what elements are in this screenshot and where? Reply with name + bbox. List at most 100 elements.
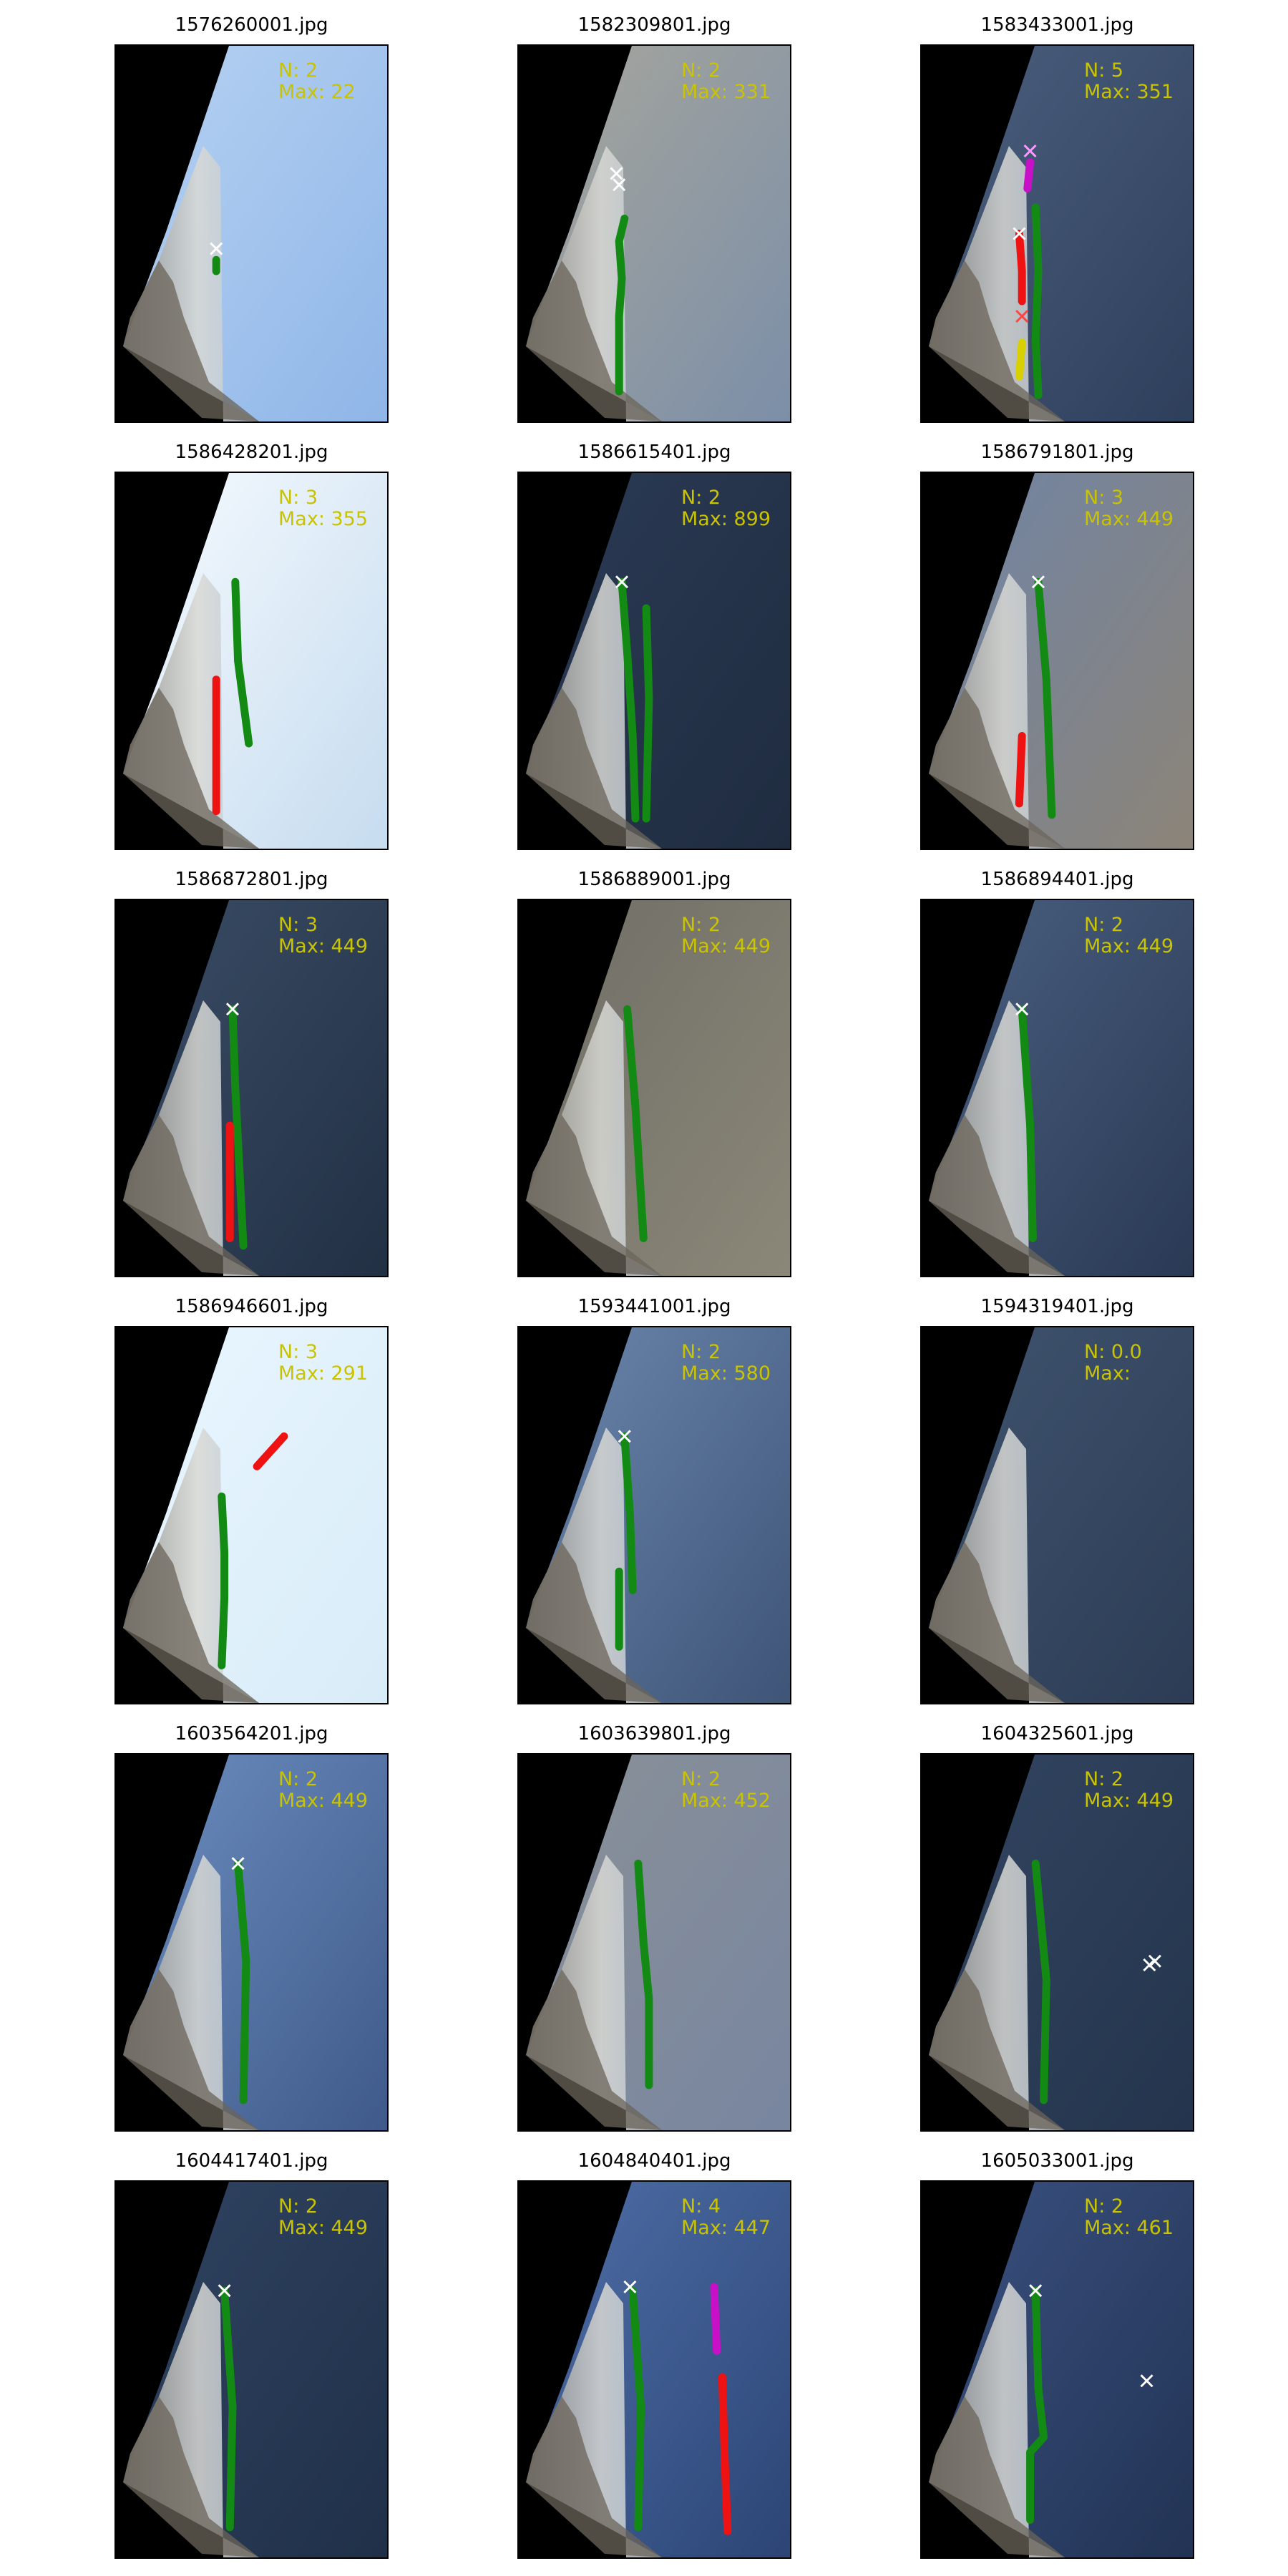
image-panel: N: 3 Max: 291 <box>114 1326 389 1704</box>
rock-region <box>929 2396 1065 2557</box>
max-label: Max: 461 <box>1084 2217 1174 2239</box>
max-label: Max: 355 <box>278 508 369 530</box>
rock-region <box>526 688 662 849</box>
image-cell: 1576260001.jpg N: 2 Max: 22 <box>114 14 389 426</box>
image-panel: N: 2 Max: 22 <box>114 44 389 423</box>
rectified-photo <box>519 1755 790 2130</box>
max-label: Max: 449 <box>1084 935 1174 957</box>
count-label: N: 2 <box>681 487 721 509</box>
image-filename: 1604325601.jpg <box>980 1723 1134 1745</box>
detected-line <box>1031 1859 1050 2104</box>
x-marker <box>1140 2374 1153 2388</box>
rectified-photo <box>922 46 1193 421</box>
rectified-photo <box>519 473 790 849</box>
detected-line <box>620 1432 637 1594</box>
count-label: N: 2 <box>1084 914 1124 936</box>
image-panel: N: 3 Max: 355 <box>114 472 389 850</box>
image-panel: N: 2 Max: 899 <box>517 472 791 850</box>
count-label: N: 3 <box>278 914 318 936</box>
rock-region <box>929 260 1065 421</box>
image-filename: 1586872801.jpg <box>175 869 328 890</box>
detected-line <box>634 1859 653 2089</box>
image-panel: N: 2 Max: 461 <box>920 2180 1194 2559</box>
image-cell: 1582309801.jpg N: 2 Max: 331 <box>517 14 791 426</box>
rectified-photo <box>922 1327 1193 1703</box>
detected-line <box>1023 158 1035 192</box>
image-panel: N: 3 Max: 449 <box>114 899 389 1277</box>
rectified-photo <box>519 2182 790 2557</box>
image-cell: 1604417401.jpg N: 2 Max: 449 <box>114 2150 389 2562</box>
image-cell: 1583433001.jpg N: 5 Max: 351 <box>920 14 1194 426</box>
max-label: Max: 449 <box>1084 1790 1174 1812</box>
rectified-photo <box>116 1755 387 2130</box>
detected-line <box>220 2286 237 2532</box>
image-panel: N: 2 Max: 449 <box>114 2180 389 2559</box>
rectified-photo <box>922 900 1193 1276</box>
rock-region <box>929 1542 1065 1703</box>
image-filename: 1603564201.jpg <box>175 1723 328 1745</box>
image-panel: N: 2 Max: 449 <box>920 1753 1194 2132</box>
detected-line <box>710 2283 721 2355</box>
detected-line <box>231 577 253 748</box>
x-marker <box>1015 309 1029 323</box>
detected-line <box>234 1859 250 2104</box>
max-label: Max: 331 <box>681 81 771 103</box>
count-label: N: 2 <box>278 59 318 82</box>
image-cell: 1604840401.jpg N: 4 Max: 447 <box>517 2150 791 2562</box>
image-filename: 1586946601.jpg <box>175 1296 328 1317</box>
detected-line <box>642 604 653 823</box>
count-label: N: 2 <box>1084 1768 1124 1790</box>
image-panel: N: 2 Max: 449 <box>517 899 791 1277</box>
detected-line <box>1015 230 1026 306</box>
image-cell: 1586791801.jpg N: 3 Max: 449 <box>920 441 1194 853</box>
max-label: Max: 351 <box>1084 81 1174 103</box>
image-filename: 1594319401.jpg <box>980 1296 1134 1317</box>
rock-region <box>526 1115 662 1276</box>
image-panel: N: 2 Max: 580 <box>517 1326 791 1704</box>
rock-region <box>526 1969 662 2130</box>
image-cell: 1586946601.jpg N: 3 Max: 291 <box>114 1296 389 1707</box>
image-cell: 1603639801.jpg N: 2 Max: 452 <box>517 1723 791 2135</box>
rectified-photo <box>116 46 387 421</box>
rock-region <box>929 1115 1065 1276</box>
image-cell: 1586615401.jpg N: 2 Max: 899 <box>517 441 791 853</box>
image-cell: 1586894401.jpg N: 2 Max: 449 <box>920 869 1194 1280</box>
detected-line <box>623 1005 648 1242</box>
image-filename: 1582309801.jpg <box>577 14 731 36</box>
image-panel: N: 5 Max: 351 <box>920 44 1194 423</box>
detected-line <box>218 1492 229 1669</box>
count-label: N: 2 <box>1084 2195 1124 2218</box>
x-marker <box>615 575 629 589</box>
count-label: N: 4 <box>681 2195 721 2218</box>
detected-line <box>1015 732 1026 808</box>
rock-region <box>123 1969 259 2130</box>
x-marker <box>218 2284 231 2298</box>
x-marker <box>231 1857 245 1870</box>
rectified-photo <box>116 900 387 1276</box>
max-label: Max: 580 <box>681 1362 771 1385</box>
image-panel: N: 3 Max: 449 <box>920 472 1194 850</box>
x-marker <box>210 242 223 255</box>
image-cell: 1605033001.jpg N: 2 Max: 461 <box>920 2150 1194 2562</box>
rectified-photo <box>519 900 790 1276</box>
detected-line <box>253 1432 288 1470</box>
image-panel: N: 2 Max: 452 <box>517 1753 791 2132</box>
image-filename: 1586889001.jpg <box>577 869 731 890</box>
count-label: N: 2 <box>681 59 721 82</box>
count-label: N: 2 <box>681 914 721 936</box>
rock-region <box>929 1969 1065 2130</box>
count-label: N: 3 <box>278 487 318 509</box>
image-panel: N: 2 Max: 449 <box>920 899 1194 1277</box>
image-filename: 1604840401.jpg <box>577 2150 731 2172</box>
count-label: N: 2 <box>681 1768 721 1790</box>
count-label: N: 0.0 <box>1084 1341 1142 1363</box>
rock-region <box>123 688 259 849</box>
x-marker <box>623 2280 637 2294</box>
count-label: N: 5 <box>1084 59 1124 82</box>
detected-line <box>1026 2286 1048 2524</box>
x-marker <box>613 178 626 192</box>
count-label: N: 2 <box>681 1341 721 1363</box>
image-cell: 1586428201.jpg N: 3 Max: 355 <box>114 441 389 853</box>
image-filename: 1586615401.jpg <box>577 441 731 463</box>
